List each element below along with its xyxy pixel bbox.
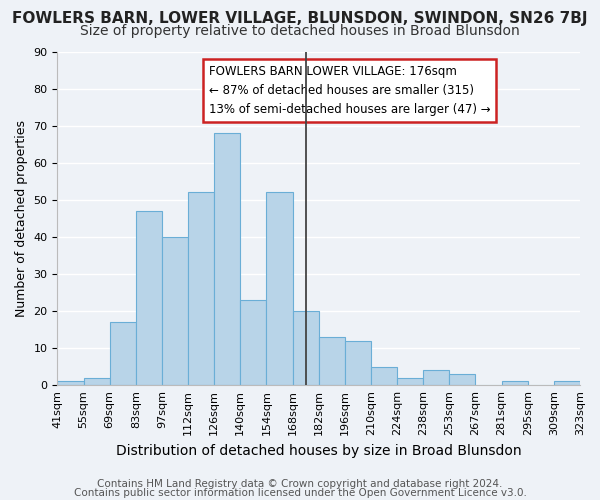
Text: Size of property relative to detached houses in Broad Blunsdon: Size of property relative to detached ho…	[80, 24, 520, 38]
Text: FOWLERS BARN LOWER VILLAGE: 176sqm
← 87% of detached houses are smaller (315)
13: FOWLERS BARN LOWER VILLAGE: 176sqm ← 87%…	[209, 65, 491, 116]
Bar	[502, 382, 528, 385]
Bar	[554, 382, 580, 385]
Bar	[162, 237, 188, 385]
Bar	[319, 337, 345, 385]
Bar	[293, 311, 319, 385]
Bar	[371, 366, 397, 385]
Bar	[241, 300, 266, 385]
Bar	[397, 378, 423, 385]
Bar	[266, 192, 293, 385]
Text: Contains public sector information licensed under the Open Government Licence v3: Contains public sector information licen…	[74, 488, 526, 498]
Bar	[136, 211, 162, 385]
Text: FOWLERS BARN, LOWER VILLAGE, BLUNSDON, SWINDON, SN26 7BJ: FOWLERS BARN, LOWER VILLAGE, BLUNSDON, S…	[12, 11, 588, 26]
Bar	[423, 370, 449, 385]
Bar	[110, 322, 136, 385]
X-axis label: Distribution of detached houses by size in Broad Blunsdon: Distribution of detached houses by size …	[116, 444, 521, 458]
Bar	[345, 340, 371, 385]
Bar	[83, 378, 110, 385]
Y-axis label: Number of detached properties: Number of detached properties	[15, 120, 28, 317]
Text: Contains HM Land Registry data © Crown copyright and database right 2024.: Contains HM Land Registry data © Crown c…	[97, 479, 503, 489]
Bar	[449, 374, 475, 385]
Bar	[188, 192, 214, 385]
Bar	[214, 133, 241, 385]
Bar	[58, 382, 83, 385]
